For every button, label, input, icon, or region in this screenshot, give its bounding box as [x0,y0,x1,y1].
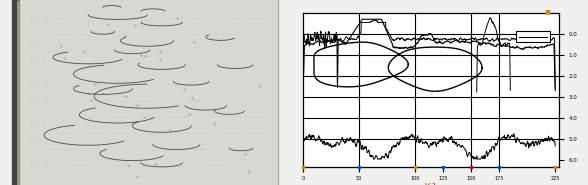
Bar [22,0,278,185]
Text: —  —  —: — — — [31,79,46,83]
Text: —  —  —: — — — [31,19,46,23]
Text: ■: ■ [544,9,550,14]
Text: —  —  —: — — — [31,59,46,63]
Text: —  —  —: — — — [31,120,46,124]
Text: —  —  —: — — — [31,140,46,144]
Text: —  —  —: — — — [31,39,46,43]
Text: —  —  —: — — — [31,100,46,104]
Text: —  —  —: — — — [31,160,46,164]
X-axis label: V 1: V 1 [425,183,436,185]
Bar [516,31,550,42]
